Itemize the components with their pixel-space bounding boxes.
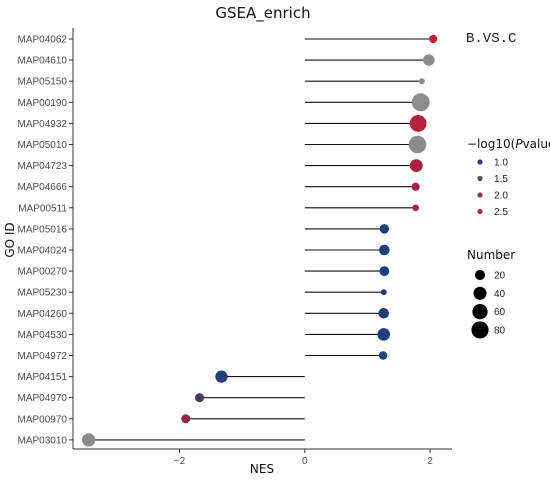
color-legend-key bbox=[477, 192, 483, 198]
color-legend-title: −log10(Pvalue) bbox=[467, 137, 550, 151]
y-tick-label: MAP05150 bbox=[18, 77, 68, 88]
y-tick-label: MAP04666 bbox=[18, 182, 68, 193]
size-legend-label: 80 bbox=[494, 325, 506, 336]
chart-title: GSEA_enrich bbox=[215, 4, 310, 23]
y-tick-label: MAP05010 bbox=[18, 140, 68, 151]
size-legend-key bbox=[474, 269, 486, 281]
size-legend-key bbox=[471, 321, 489, 339]
comparison-label: B.VS.C bbox=[466, 31, 516, 47]
size-legend: Number 20 40 60 80 bbox=[467, 248, 515, 339]
y-tick-label: MAP00511 bbox=[18, 203, 67, 214]
lollipop-dot bbox=[418, 78, 425, 85]
y-tick-label: MAP04610 bbox=[18, 56, 68, 67]
y-tick-label: MAP03010 bbox=[18, 435, 68, 446]
y-tick-label: MAP05016 bbox=[18, 224, 68, 235]
lollipop-dot bbox=[411, 182, 420, 191]
y-tick-label: MAP04970 bbox=[18, 393, 68, 404]
x-tick-label: −2 bbox=[174, 456, 186, 467]
lollipop-dot bbox=[411, 93, 430, 112]
lollipop-dot bbox=[409, 159, 423, 173]
size-legend-label: 40 bbox=[494, 289, 506, 300]
size-legend-key bbox=[473, 286, 487, 300]
lollipop-dot bbox=[378, 351, 388, 360]
color-legend-label: 1.5 bbox=[494, 174, 508, 185]
color-legend-key bbox=[477, 208, 483, 215]
x-tick-labels: −2 0 2 bbox=[174, 456, 434, 467]
color-legend-label: 2.5 bbox=[494, 207, 508, 218]
axes bbox=[69, 28, 452, 453]
y-tick-label: MAP04151 bbox=[18, 372, 68, 383]
y-tick-label: MAP04723 bbox=[18, 161, 68, 172]
lollipop-dot bbox=[379, 266, 390, 277]
y-tick-label: MAP04260 bbox=[18, 309, 68, 320]
lollipop-dot bbox=[379, 224, 390, 234]
y-tick-label: MAP00190 bbox=[18, 98, 68, 109]
lollipop-dot bbox=[412, 204, 420, 212]
lollipop-dot bbox=[378, 308, 389, 319]
color-legend-key bbox=[477, 159, 483, 165]
lollipop-dot bbox=[380, 289, 387, 296]
size-legend-label: 60 bbox=[494, 307, 506, 318]
color-legend-key bbox=[477, 175, 483, 182]
size-legend-key bbox=[472, 303, 488, 320]
x-tick-label: 2 bbox=[427, 456, 433, 467]
lollipop-dots bbox=[82, 34, 438, 447]
lollipop-dot bbox=[82, 433, 96, 447]
color-legend-label: 1.0 bbox=[494, 158, 508, 169]
lollipop-dot bbox=[408, 135, 427, 154]
lollipop-dot bbox=[195, 393, 205, 403]
lollipop-dot bbox=[429, 34, 438, 44]
x-axis-label: NES bbox=[250, 462, 274, 476]
lollipop-dot bbox=[377, 328, 390, 341]
y-tick-label: MAP04530 bbox=[18, 330, 68, 341]
y-tick-label: MAP00270 bbox=[18, 267, 68, 278]
y-tick-labels: MAP04062 MAP04610 MAP05150 MAP00190 MAP04932… bbox=[18, 35, 68, 447]
lollipop-dot bbox=[409, 115, 427, 132]
y-tick-label: MAP04024 bbox=[18, 246, 68, 257]
lollipop-dot bbox=[181, 414, 191, 424]
lollipop-stems bbox=[88, 38, 434, 441]
color-legend-label: 2.0 bbox=[494, 191, 508, 202]
y-tick-label: MAP04972 bbox=[18, 351, 68, 362]
size-legend-title: Number bbox=[467, 248, 515, 262]
lollipop-dot bbox=[423, 54, 435, 66]
y-tick-label: MAP04932 bbox=[18, 119, 68, 130]
lollipop-dot bbox=[379, 244, 390, 256]
x-tick-label: 0 bbox=[302, 456, 308, 467]
y-tick-label: MAP04062 bbox=[18, 35, 68, 46]
color-legend: −log10(Pvalue) 1.0 1.5 2.0 2.5 bbox=[467, 137, 550, 218]
y-tick-label: MAP05230 bbox=[18, 288, 68, 299]
lollipop-dot bbox=[215, 370, 228, 383]
y-tick-label: MAP00970 bbox=[18, 414, 68, 425]
size-legend-label: 20 bbox=[494, 271, 506, 282]
y-axis-label: GO ID bbox=[3, 222, 17, 257]
